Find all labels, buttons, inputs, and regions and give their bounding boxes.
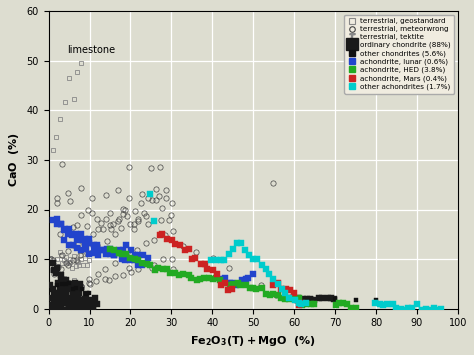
Legend: terrestrial, geostandard, terrestrial, meteorwrong, terrestrial, tektite, ordina: terrestrial, geostandard, terrestrial, m… (344, 15, 454, 94)
Y-axis label: $\mathbf{CaO}$  $\mathbf{(\%)}$: $\mathbf{CaO}$ $\mathbf{(\%)}$ (7, 132, 21, 187)
X-axis label: $\mathbf{Fe_2O_3(T)+MgO}$  $\mathbf{(\%)}$: $\mathbf{Fe_2O_3(T)+MgO}$ $\mathbf{(\%)}… (191, 334, 316, 348)
Text: limestone: limestone (67, 45, 115, 55)
